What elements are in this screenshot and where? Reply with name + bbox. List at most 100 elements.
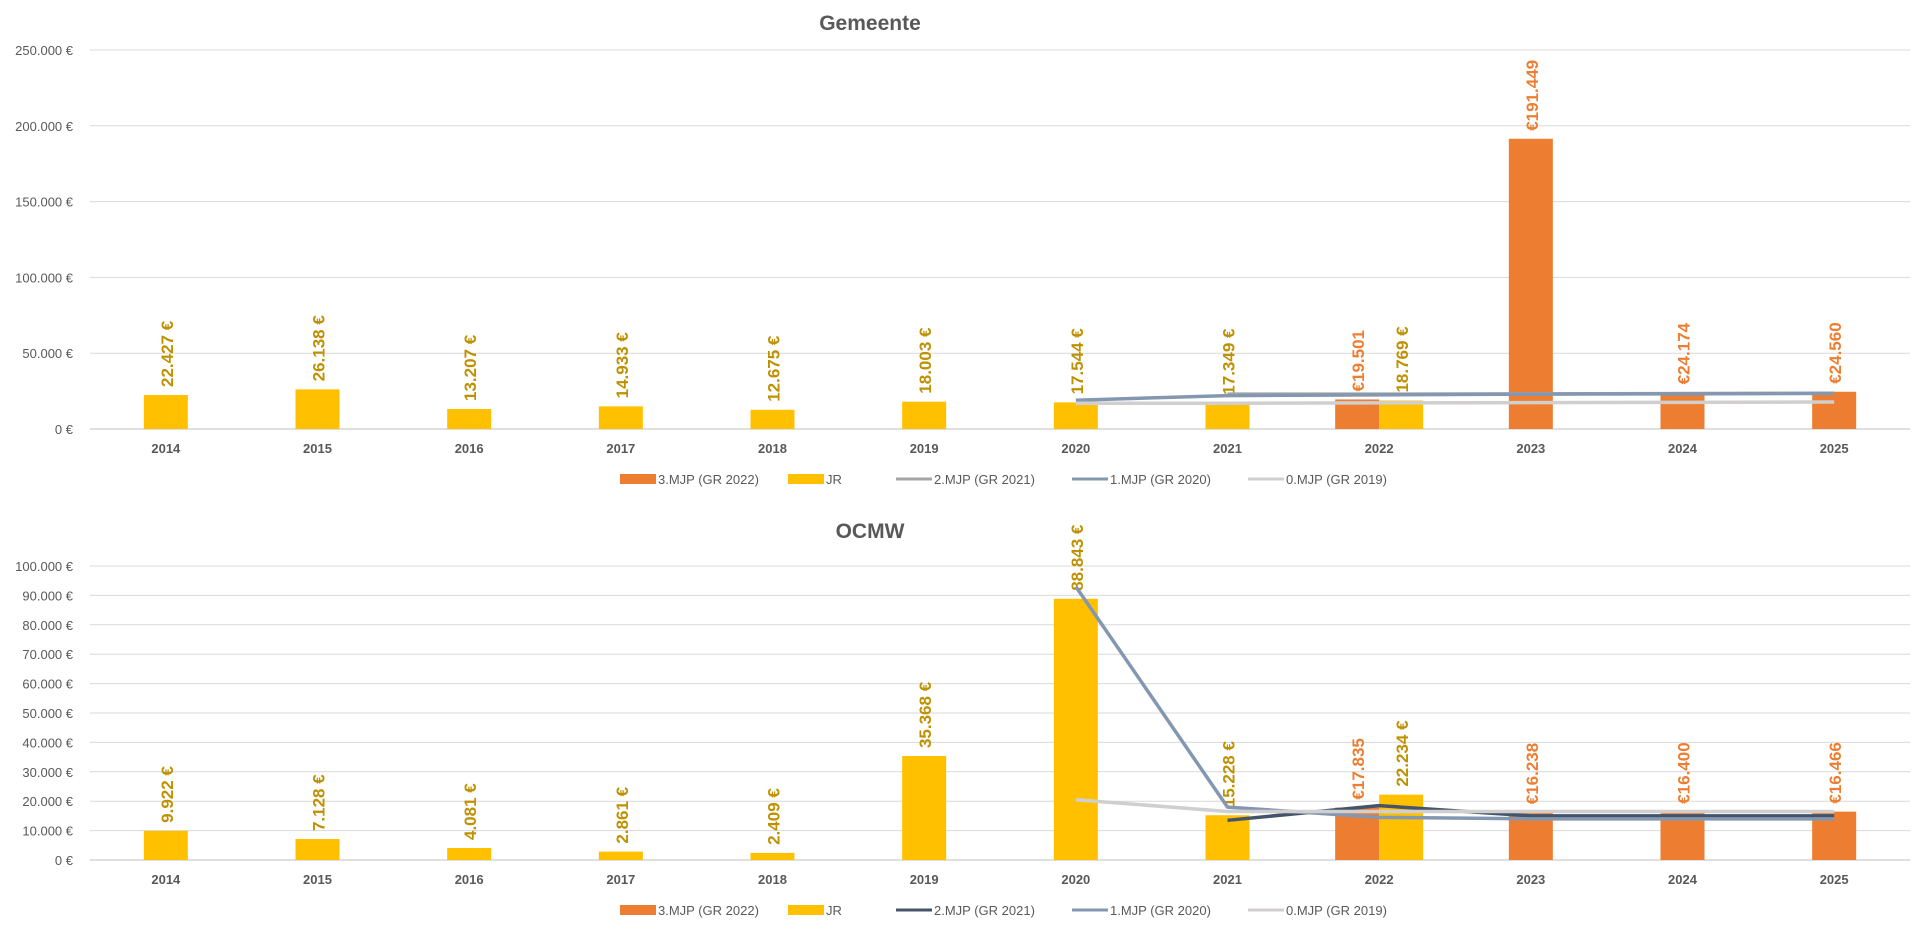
data-label: 2.409 € <box>765 788 784 845</box>
data-label: 17.544 € <box>1068 328 1087 395</box>
y-tick-label: 20.000 € <box>22 794 73 809</box>
y-tick-label: 150.000 € <box>15 195 74 210</box>
bar-jr <box>1205 815 1250 860</box>
x-tick-label: 2016 <box>455 441 484 456</box>
legend-item: JR <box>788 903 842 918</box>
bar-jr <box>143 830 188 860</box>
bar-3-mjp-gr-2022- <box>1508 138 1553 430</box>
chart-ocmw: OCMW 0 € 10.000 € 20.000 € 30.000 € 40.000 € 5… <box>15 520 1910 918</box>
bar-jr <box>1205 402 1250 429</box>
x-tick-label: 2025 <box>1820 872 1849 887</box>
x-tick-label: 2014 <box>151 872 181 887</box>
bar-3-mjp-gr-2022- <box>1812 391 1857 429</box>
data-label: 35.368 € <box>916 681 935 748</box>
y-tick-label: 250.000 € <box>15 43 74 58</box>
y-tick-label: 80.000 € <box>22 618 73 633</box>
x-tick-label: 2018 <box>758 441 787 456</box>
data-label: 15.228 € <box>1220 741 1239 808</box>
data-label: 4.081 € <box>461 783 480 840</box>
x-tick-label: 2019 <box>910 872 939 887</box>
legend-label: JR <box>826 472 842 487</box>
line-0-mjp-gr-2019- <box>1075 797 1835 814</box>
data-label: €191.449 <box>1523 60 1542 131</box>
legend-swatch <box>620 474 656 484</box>
data-label: 17.349 € <box>1220 328 1239 395</box>
x-tick-label: 2023 <box>1516 441 1545 456</box>
x-tick-label: 2014 <box>151 441 181 456</box>
bar-jr <box>750 409 795 429</box>
y-tick-label: 100.000 € <box>15 559 74 574</box>
bar-jr <box>295 839 340 860</box>
data-label: 2.861 € <box>613 786 632 843</box>
bar-jr <box>143 395 188 429</box>
legend-label: 0.MJP (GR 2019) <box>1286 472 1387 487</box>
bar-jr <box>447 408 492 429</box>
x-tick-label: 2023 <box>1516 872 1545 887</box>
bar-jr <box>902 756 947 860</box>
x-tick-label: 2025 <box>1820 441 1849 456</box>
y-tick-label: 50.000 € <box>22 346 73 361</box>
data-label: 7.128 € <box>310 774 329 831</box>
x-tick-label: 2020 <box>1061 872 1090 887</box>
line-1-mjp-gr-2020- <box>1074 585 1835 821</box>
legend-label: 3.MJP (GR 2022) <box>658 472 759 487</box>
legend-item: 0.MJP (GR 2019) <box>1248 472 1387 487</box>
x-tick-label: 2017 <box>606 872 635 887</box>
y-tick-label: 10.000 € <box>22 824 73 839</box>
legend-swatch <box>788 474 824 484</box>
bar-jr <box>1053 402 1098 429</box>
y-tick-label: 50.000 € <box>22 706 73 721</box>
y-tick-label: 100.000 € <box>15 270 74 285</box>
data-label: 12.675 € <box>765 335 784 402</box>
legend-swatch <box>788 905 824 915</box>
bar-jr <box>750 852 795 860</box>
data-label: €24.174 <box>1675 322 1694 384</box>
legend-item: 2.MJP (GR 2021) <box>896 472 1035 487</box>
data-label: 26.138 € <box>310 315 329 382</box>
x-tick-label: 2016 <box>455 872 484 887</box>
bar-jr <box>598 851 643 860</box>
data-label: 18.003 € <box>916 327 935 394</box>
legend-item: 0.MJP (GR 2019) <box>1248 903 1387 918</box>
x-tick-label: 2021 <box>1213 441 1242 456</box>
legend-item: JR <box>788 472 842 487</box>
y-tick-label: 0 € <box>55 422 74 437</box>
data-label: €24.560 <box>1826 322 1845 383</box>
chart-gemeente: Gemeente 0 € 50.000 € 100.000 € 150.000 € 200… <box>15 12 1910 487</box>
x-tick-label: 2015 <box>303 441 332 456</box>
data-label: €16.238 <box>1523 743 1542 804</box>
legend-item: 2.MJP (GR 2021) <box>896 903 1035 918</box>
legend-swatch <box>620 905 656 915</box>
data-label: €16.466 <box>1826 742 1845 803</box>
line-0-mjp-gr-2019- <box>1075 400 1835 405</box>
data-label: 22.427 € <box>158 320 177 387</box>
y-tick-label: 60.000 € <box>22 677 73 692</box>
data-label: €19.501 <box>1349 330 1368 391</box>
y-tick-label: 90.000 € <box>22 588 73 603</box>
legend-item: 3.MJP (GR 2022) <box>620 472 759 487</box>
bar-jr <box>1053 598 1098 860</box>
legend-label: 2.MJP (GR 2021) <box>934 472 1035 487</box>
legend-label: 2.MJP (GR 2021) <box>934 903 1035 918</box>
bar-jr <box>295 389 340 429</box>
x-tick-label: 2024 <box>1668 872 1698 887</box>
legend-label: 0.MJP (GR 2019) <box>1286 903 1387 918</box>
data-label: 22.234 € <box>1393 720 1412 787</box>
data-label: €17.835 <box>1349 738 1368 799</box>
legend-label: JR <box>826 903 842 918</box>
data-label: €16.400 <box>1675 742 1694 803</box>
x-tick-label: 2019 <box>910 441 939 456</box>
data-label: 88.843 € <box>1068 524 1087 591</box>
x-tick-label: 2017 <box>606 441 635 456</box>
x-tick-label: 2024 <box>1668 441 1698 456</box>
y-tick-label: 30.000 € <box>22 765 73 780</box>
legend-label: 1.MJP (GR 2020) <box>1110 472 1211 487</box>
x-tick-label: 2018 <box>758 872 787 887</box>
data-label: 18.769 € <box>1393 326 1412 393</box>
bar-jr <box>598 406 643 429</box>
legend-item: 1.MJP (GR 2020) <box>1072 903 1211 918</box>
chart-title: Gemeente <box>819 12 921 35</box>
bar-jr <box>902 401 947 429</box>
